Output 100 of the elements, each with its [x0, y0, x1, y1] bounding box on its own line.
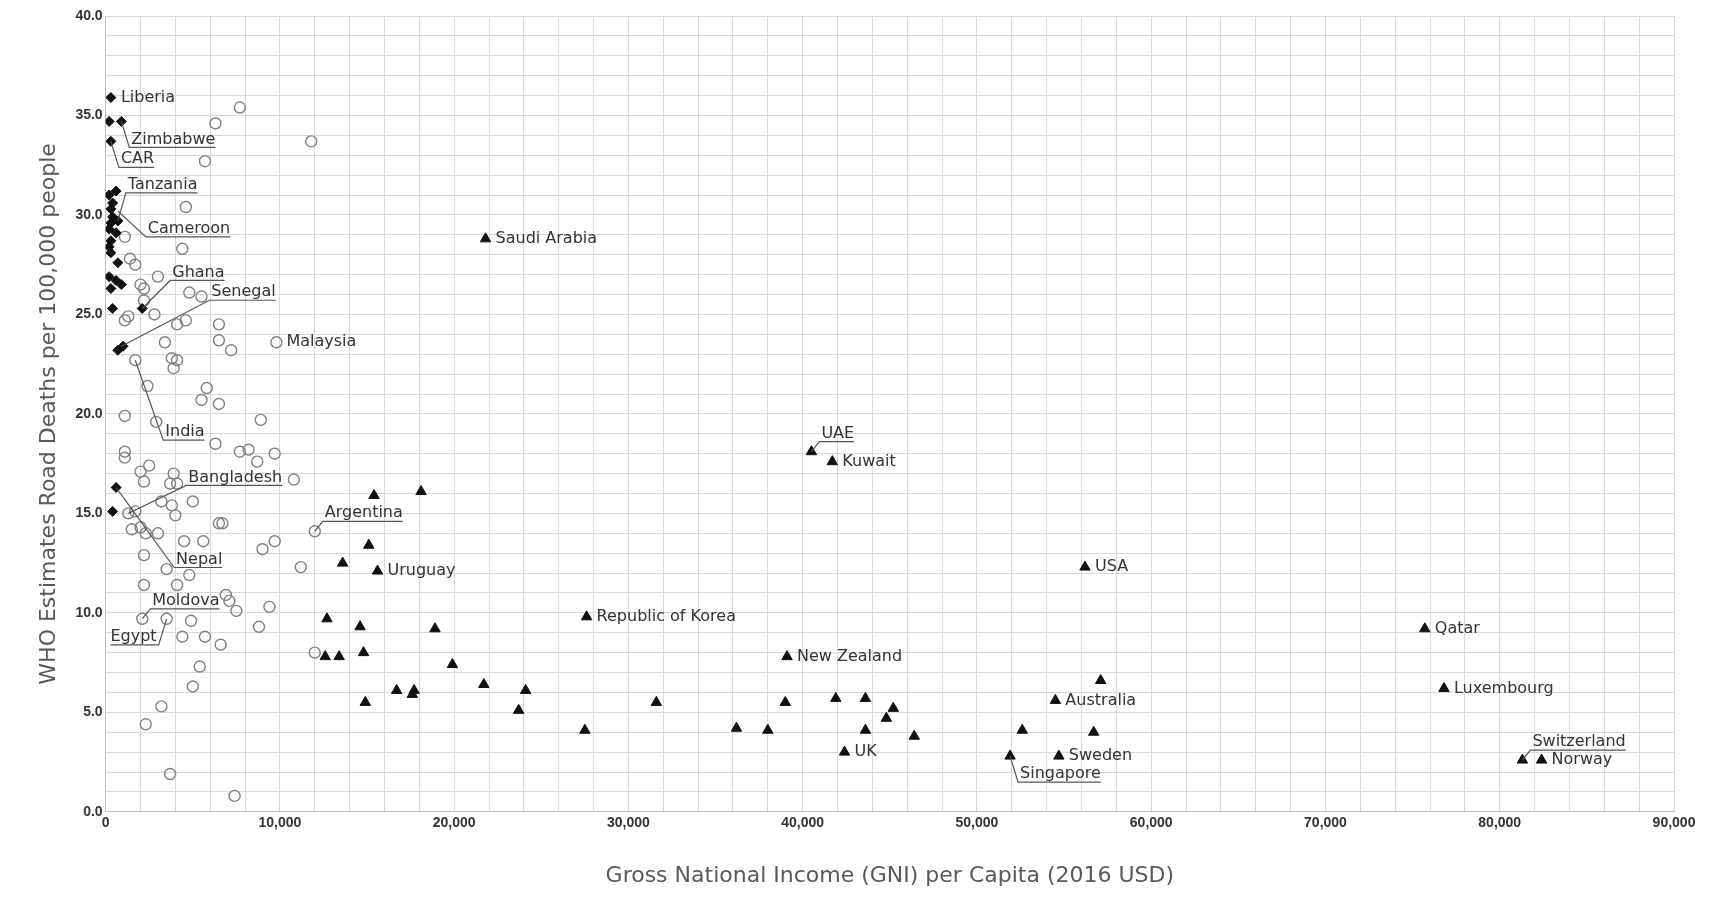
x-axis-title: Gross National Income (GNI) per Capita (2016 USD) — [605, 861, 1175, 887]
point — [580, 610, 593, 621]
annotation: UK — [854, 741, 878, 761]
x-tick-label: 10,000 — [258, 814, 302, 831]
y-tick-label: 25.0 — [75, 305, 103, 322]
annotation: Argentina — [324, 502, 403, 522]
point — [321, 612, 333, 623]
point — [1535, 753, 1548, 764]
point — [415, 484, 427, 495]
point — [107, 302, 119, 314]
annotation: Liberia — [120, 86, 176, 106]
point — [333, 650, 345, 661]
annotation: Australia — [1065, 689, 1137, 709]
point — [838, 745, 851, 756]
y-axis-title: WHO Estimates Road Deaths per 100,000 people — [34, 143, 60, 685]
annotation: Qatar — [1434, 617, 1481, 637]
annotation: Republic of Korea — [596, 605, 736, 625]
annotation: Singapore — [1020, 763, 1101, 783]
annotation: Senegal — [211, 281, 276, 301]
point — [390, 683, 403, 694]
y-tick-label: 10.0 — [75, 603, 103, 620]
point — [512, 703, 525, 714]
point — [1049, 693, 1062, 704]
point — [730, 721, 743, 732]
annotation: Zimbabwe — [131, 128, 216, 148]
x-tick-label: 90,000 — [1652, 814, 1696, 831]
y-tick-label: 20.0 — [75, 404, 103, 421]
point — [112, 257, 124, 269]
point — [1094, 673, 1107, 684]
annotation: India — [165, 421, 205, 441]
point — [779, 695, 791, 706]
point — [1016, 723, 1028, 734]
annotation: Nepal — [176, 548, 223, 568]
point — [110, 227, 122, 239]
point — [105, 92, 117, 104]
annotation: UAE — [821, 422, 855, 442]
point — [1088, 725, 1100, 736]
point — [1053, 749, 1065, 760]
x-tick-label: 30,000 — [607, 814, 651, 831]
y-tick-label: 0.0 — [83, 802, 103, 819]
point — [519, 683, 532, 694]
point — [354, 620, 366, 631]
point — [826, 455, 839, 466]
point — [446, 658, 459, 669]
point — [105, 135, 117, 147]
point — [1004, 749, 1016, 760]
x-tick-label: 0 — [101, 814, 110, 831]
x-tick-label: 70,000 — [1304, 814, 1348, 831]
annotation: Tanzania — [126, 174, 198, 194]
annotation: Moldova — [152, 589, 220, 609]
y-tick-label: 15.0 — [75, 504, 103, 521]
point — [579, 723, 591, 734]
point — [1438, 681, 1450, 692]
annotation: USA — [1095, 556, 1129, 576]
point — [115, 279, 127, 291]
point — [357, 646, 370, 657]
point — [359, 695, 371, 706]
point — [805, 445, 818, 456]
point — [478, 677, 490, 688]
point — [859, 691, 872, 702]
x-tick-label: 50,000 — [955, 814, 999, 831]
annotation: Egypt — [110, 625, 157, 645]
point — [408, 683, 420, 694]
point — [650, 695, 663, 706]
x-tick-label: 80,000 — [1478, 814, 1522, 831]
annotation: Luxembourg — [1453, 677, 1554, 697]
point — [368, 488, 380, 499]
point — [105, 271, 115, 283]
point — [859, 723, 872, 734]
y-tick-label: 5.0 — [83, 703, 103, 720]
annotation: Norway — [1551, 749, 1613, 769]
annotation: Ghana — [172, 261, 225, 281]
annotation: Bangladesh — [188, 466, 283, 486]
point — [110, 185, 122, 197]
point — [429, 622, 441, 633]
annotation: Saudi Arabia — [495, 227, 598, 247]
annotation: Kuwait — [842, 450, 896, 470]
point — [110, 482, 122, 494]
point — [1079, 560, 1091, 571]
annotation: Sweden — [1068, 745, 1133, 765]
annotation: Uruguay — [387, 560, 456, 580]
point — [479, 232, 492, 243]
point — [107, 505, 119, 517]
annotation: CAR — [120, 148, 155, 168]
point — [363, 538, 375, 549]
annotation: Cameroon — [147, 218, 231, 238]
x-tick-label: 20,000 — [432, 814, 476, 831]
point — [371, 564, 384, 575]
annotation: New Zealand — [797, 645, 903, 665]
point — [319, 650, 331, 661]
point — [830, 691, 842, 702]
x-tick-label: 40,000 — [781, 814, 825, 831]
point — [136, 302, 148, 314]
point — [115, 115, 127, 127]
annotation: Malaysia — [286, 331, 357, 351]
y-tick-label: 40.0 — [75, 6, 103, 23]
y-tick-label: 30.0 — [75, 205, 103, 222]
annotation: Switzerland — [1532, 731, 1626, 751]
point — [105, 115, 115, 127]
point — [105, 189, 115, 201]
